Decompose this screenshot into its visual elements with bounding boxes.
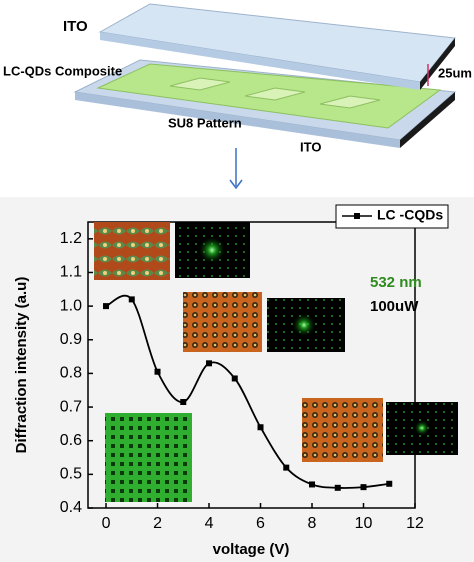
bottom-plate-edge (75, 92, 400, 148)
diffraction-spot (292, 313, 316, 337)
label: SU8 Pattern (168, 115, 242, 130)
point (231, 375, 238, 382)
point (283, 464, 290, 471)
micrograph (94, 222, 170, 280)
y-tick-label: 0.5 (60, 466, 82, 483)
y-tick-label: 1.2 (60, 230, 82, 247)
annotation: 532 nm (370, 274, 422, 291)
top-plate-edge (100, 32, 420, 90)
x-tick-label: 10 (355, 515, 373, 532)
label: LC-QDs Composite (3, 63, 122, 78)
legend (335, 204, 449, 229)
y-tick-label: 0.7 (60, 398, 82, 415)
y-tick-label: 1.0 (60, 297, 82, 314)
pattern-image (105, 413, 192, 502)
point (180, 399, 187, 406)
diffraction-spot (198, 236, 226, 264)
legend-marker (354, 213, 360, 219)
y-tick-label: 0.9 (60, 331, 82, 348)
bottom-plate-side (400, 92, 455, 148)
label: ITO (63, 18, 88, 35)
x-tick-label: 0 (102, 515, 111, 532)
y-tick-label: 0.6 (60, 432, 82, 449)
down-arrow-head (229, 179, 243, 190)
point (386, 480, 393, 487)
label: 25um (438, 65, 472, 80)
y-axis-label: Diffraction intensity (a.u) (13, 277, 30, 454)
point (309, 481, 316, 488)
x-axis-label: voltage (V) (213, 541, 290, 558)
point (360, 484, 367, 491)
legend-label: LC -CQDs (377, 207, 443, 223)
y-tick-label: 0.4 (60, 499, 82, 516)
annotation: 100uW (370, 298, 419, 315)
plot-frame (87, 221, 416, 509)
point (334, 484, 341, 491)
x-tick-label: 8 (308, 515, 317, 532)
x-tick-label: 4 (205, 515, 214, 532)
su8-square (244, 87, 306, 101)
point (103, 303, 110, 310)
x-tick-label: 12 (406, 515, 424, 532)
su8-square (319, 95, 381, 109)
point (128, 296, 135, 303)
su8-square (169, 77, 231, 91)
y-tick-label: 0.8 (60, 365, 82, 382)
label: ITO (300, 139, 321, 154)
point (257, 424, 264, 431)
micrograph (302, 398, 383, 462)
point (206, 360, 213, 367)
micrograph (183, 292, 262, 352)
point (154, 368, 161, 375)
diffraction-spot (414, 420, 430, 436)
x-tick-label: 6 (256, 515, 265, 532)
x-tick-label: 2 (153, 515, 162, 532)
y-tick-label: 1.1 (60, 264, 82, 281)
